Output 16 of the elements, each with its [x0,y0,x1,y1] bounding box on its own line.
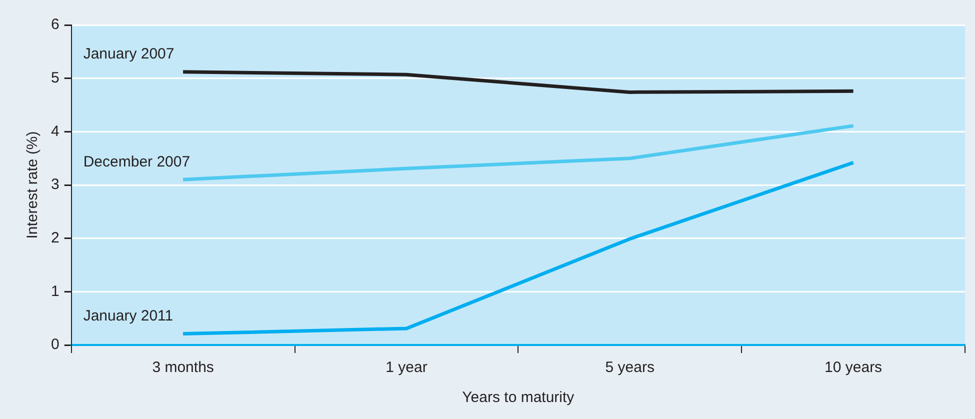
y-tick-label: 4 [51,122,60,140]
series-label: January 2011 [83,307,174,324]
x-tick-label: 10 years [824,359,882,376]
x-tick-label: 1 year [386,359,428,376]
x-tick-label: 5 years [605,359,654,376]
x-tick-label: 3 months [152,359,214,376]
y-tick-label: 5 [51,69,60,86]
y-tick-label: 6 [51,16,60,34]
x-axis-title: Years to maturity [462,389,575,406]
y-tick-label: 2 [51,229,60,246]
y-tick-label: 1 [51,282,60,300]
series-label: January 2007 [83,46,174,63]
y-axis-title: Interest rate (%) [24,131,42,239]
y-tick-label: 3 [51,176,60,194]
y-tick-label: 0 [51,336,60,354]
series-label: December 2007 [83,153,190,170]
